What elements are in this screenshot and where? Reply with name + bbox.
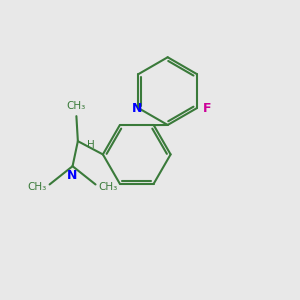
Text: H: H	[87, 140, 95, 150]
Text: CH₃: CH₃	[67, 101, 86, 111]
Text: N: N	[68, 169, 78, 182]
Text: CH₃: CH₃	[27, 182, 46, 192]
Text: CH₃: CH₃	[98, 182, 118, 192]
Text: F: F	[203, 101, 212, 115]
Text: N: N	[132, 101, 142, 115]
